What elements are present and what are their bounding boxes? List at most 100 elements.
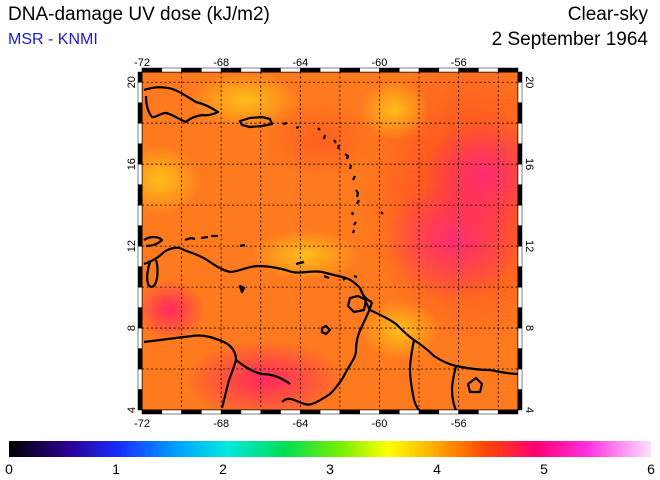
frame-segment: [517, 389, 523, 411]
frame-segment: [137, 102, 143, 124]
frame-segment: [137, 143, 143, 165]
frame-segment: [418, 67, 440, 73]
frame-segment: [517, 266, 523, 288]
frame-segment: [517, 163, 523, 185]
frame-segment: [517, 71, 523, 83]
frame-segment: [201, 409, 222, 415]
lon-tick-label: -72: [134, 418, 150, 430]
venezuela-inland: [235, 359, 291, 385]
lat-tick-label: 4: [126, 407, 138, 413]
frame-segment: [141, 409, 163, 415]
frame-segment: [260, 67, 281, 73]
frame-segment: [137, 307, 143, 329]
frame-segment: [161, 409, 182, 415]
lon-tick-label: -64: [292, 57, 308, 69]
frame-segment: [137, 204, 143, 226]
lon-tick-label: -56: [451, 418, 467, 430]
frame-segment: [161, 67, 182, 73]
dose-field: [142, 72, 518, 410]
frame-segment: [181, 67, 202, 73]
frame-segment: [137, 71, 143, 83]
frame-segment: [137, 348, 143, 370]
frame-segment: [137, 81, 143, 103]
lat-tick-label: 8: [523, 325, 535, 331]
lat-tick-label: 12: [126, 240, 138, 252]
frame-segment: [399, 67, 420, 73]
frame-segment: [240, 67, 261, 73]
margarita-tobago: [295, 260, 358, 281]
frame-segment: [339, 409, 360, 415]
lon-tick-label: -60: [372, 418, 388, 430]
coastlines: [143, 86, 518, 410]
sky-condition-label: Clear-sky: [567, 4, 648, 25]
longitude-labels-bottom: -72 -68 -64 -60 -56: [134, 418, 467, 430]
frame-segment: [478, 409, 499, 415]
frame-segment: [137, 122, 143, 144]
lake-maracaibo: [143, 235, 164, 288]
frame-segment: [497, 67, 519, 73]
venezuela-north-coast: [143, 246, 373, 304]
gulf-paria-coast: [359, 287, 518, 376]
colorbar-tick-label: 1: [112, 461, 120, 477]
frame-segment: [517, 122, 523, 144]
frame-segment: [181, 409, 202, 415]
lon-tick-label: -64: [292, 418, 308, 430]
frame-segment: [517, 307, 523, 329]
frame-segment: [478, 67, 499, 73]
frame-segment: [517, 348, 523, 370]
latitude-labels-left: 4 8 12 16 20: [126, 76, 138, 413]
frame-segment: [260, 409, 281, 415]
puerto-rico-coast: [238, 115, 274, 129]
lat-tick-label: 4: [523, 407, 535, 413]
lat-tick-label: 16: [523, 158, 535, 170]
frame-segment: [137, 266, 143, 288]
suriname-fguiana-border: [450, 365, 458, 410]
frame-segment: [137, 184, 143, 206]
frame-segment: [399, 409, 420, 415]
frame-segment: [137, 286, 143, 308]
frame-segment: [359, 409, 380, 415]
frame-segment: [137, 368, 143, 390]
colorbar-labels: 0 1 2 3 4 5 6: [5, 461, 655, 477]
frame-segment: [137, 225, 143, 247]
frame-segment: [517, 286, 523, 308]
frame-segment: [137, 245, 143, 267]
lat-tick-label: 12: [523, 240, 535, 252]
frame-segment: [517, 245, 523, 267]
lesser-antilles: [282, 121, 384, 234]
colorbar-tick-label: 3: [326, 461, 334, 477]
hispaniola-coast: [143, 86, 220, 124]
guyana-suriname-border: [408, 339, 421, 410]
frame-segment: [280, 409, 301, 415]
frame-segment: [300, 409, 321, 415]
frame-segment: [438, 409, 459, 415]
colorbar-tick-label: 2: [219, 461, 227, 477]
map-frame-ticks: [137, 67, 523, 415]
curacao-aruba: [184, 234, 246, 248]
frame-segment: [517, 143, 523, 165]
frame-segment: [517, 102, 523, 124]
venezuela-guyana-border: [281, 301, 374, 406]
reservoir: [466, 376, 484, 394]
frame-segment: [517, 204, 523, 226]
latitude-labels-right: 4 8 12 16 20: [523, 76, 535, 413]
colorbar: [9, 441, 651, 457]
frame-segment: [319, 409, 341, 415]
frame-segment: [319, 67, 341, 73]
colorbar-tick-label: 5: [540, 461, 548, 477]
frame-segment: [497, 409, 519, 415]
frame-segment: [517, 225, 523, 247]
map-title: DNA-damage UV dose (kJ/m2): [8, 4, 270, 25]
frame-segment: [137, 389, 143, 411]
colorbar-tick-label: 0: [5, 461, 13, 477]
lon-tick-label: -60: [372, 57, 388, 69]
frame-segment: [517, 368, 523, 390]
trinidad: [346, 294, 368, 314]
lat-tick-label: 16: [126, 158, 138, 170]
date-label: 2 September 1964: [491, 29, 648, 50]
frame-segment: [220, 409, 242, 415]
lat-tick-label: 20: [523, 76, 535, 88]
frame-segment: [339, 67, 360, 73]
frame-segment: [379, 409, 400, 415]
